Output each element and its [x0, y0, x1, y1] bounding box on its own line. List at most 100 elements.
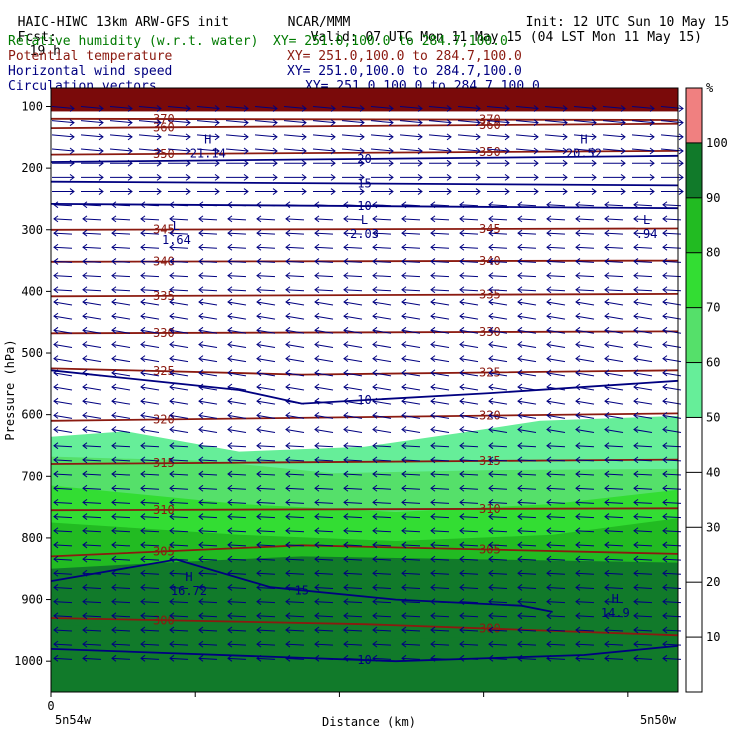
vector-shaft: [575, 544, 595, 547]
vector-shaft: [227, 275, 247, 278]
vector-head: [401, 243, 407, 251]
vector-head: [488, 640, 494, 648]
vector-shaft: [256, 657, 276, 660]
vector-shaft: [196, 120, 220, 124]
colorbar-bin: [686, 252, 702, 308]
vector-shaft: [82, 275, 102, 278]
vector-shaft: [602, 148, 626, 152]
vector-head: [459, 229, 465, 237]
vector-head: [169, 456, 175, 464]
vector-head: [256, 383, 262, 391]
vector-shaft: [430, 204, 450, 207]
vector-shaft: [227, 400, 247, 405]
vector-shaft: [633, 459, 653, 462]
vector-shaft: [53, 358, 73, 363]
vector-shaft: [314, 429, 334, 434]
vector-shaft: [430, 218, 450, 221]
vector-shaft: [285, 586, 305, 589]
vector-shaft: [401, 516, 421, 519]
vector-head: [430, 326, 436, 334]
vector-head: [256, 272, 262, 279]
vector-shaft: [517, 657, 537, 660]
vector-head: [111, 470, 117, 478]
vector-head: [662, 484, 668, 492]
vector-head: [517, 229, 523, 237]
vector-shaft: [401, 343, 421, 348]
theta-line: [50, 617, 679, 637]
vector-shaft: [459, 301, 479, 306]
vector-head: [198, 201, 204, 209]
vector-shaft: [401, 386, 421, 391]
vector-shaft: [80, 148, 104, 152]
vector-shaft: [169, 315, 189, 320]
vector-shaft: [198, 572, 218, 575]
vector-head: [111, 640, 117, 648]
vector-shaft: [372, 289, 392, 292]
vector-head: [343, 456, 349, 464]
vector-shaft: [82, 459, 102, 462]
vector-shaft: [517, 459, 537, 462]
vector-head: [256, 258, 262, 265]
vector-head: [662, 569, 668, 577]
vector-head: [169, 326, 175, 334]
vector-head: [227, 456, 233, 464]
vector-shaft: [140, 358, 160, 363]
vector-shaft: [343, 487, 363, 490]
vector-head: [533, 159, 539, 167]
vector-head: [604, 654, 610, 662]
vector-shaft: [546, 459, 566, 462]
vector-shaft: [225, 120, 249, 124]
vector-head: [98, 105, 104, 112]
vector-shaft: [517, 530, 537, 533]
vector-head: [633, 229, 639, 237]
vector-shaft: [343, 400, 363, 405]
vector-shaft: [285, 260, 305, 263]
vector-shaft: [314, 516, 334, 519]
vector-head: [111, 612, 117, 620]
vector-shaft: [517, 204, 537, 207]
vector-shaft: [140, 429, 160, 434]
vector-shaft: [53, 615, 73, 618]
vector-head: [343, 215, 349, 223]
vector-shaft: [343, 246, 363, 249]
vector-shaft: [399, 148, 423, 152]
vector-head: [430, 298, 436, 306]
vector-head: [430, 640, 436, 648]
vector-head: [272, 173, 278, 181]
vector-head: [401, 640, 407, 648]
vector-head: [546, 640, 552, 648]
vector-head: [604, 258, 610, 265]
vector-shaft: [517, 329, 537, 334]
vector-head: [314, 626, 320, 634]
vector-shaft: [372, 429, 392, 434]
theta-label: 360: [479, 118, 501, 132]
theta-label: 320: [153, 412, 175, 426]
vector-head: [140, 201, 146, 209]
vector-shaft: [53, 315, 73, 320]
vector-head: [517, 326, 523, 334]
vector-shaft: [488, 289, 508, 292]
vector-head: [604, 312, 610, 320]
vector-head: [546, 584, 552, 591]
vector-head: [546, 555, 552, 563]
vector-head: [430, 397, 436, 405]
vector-shaft: [198, 586, 218, 589]
vector-shaft: [488, 501, 508, 504]
vector-shaft: [198, 246, 218, 249]
vector-head: [285, 258, 291, 265]
vector-shaft: [314, 343, 334, 348]
vector-head: [343, 258, 349, 265]
vector-shaft: [198, 358, 218, 363]
vector-shaft: [256, 473, 276, 476]
vector-head: [285, 470, 291, 478]
vector-shaft: [283, 120, 307, 124]
vector-shaft: [227, 301, 247, 306]
vector-head: [372, 341, 378, 348]
vector-head: [169, 341, 175, 348]
vector-head: [285, 584, 291, 591]
vector-shaft: [140, 315, 160, 320]
vector-head: [227, 272, 233, 279]
vector-shaft: [372, 414, 392, 419]
vector-shaft: [82, 246, 102, 249]
vector-head: [488, 258, 494, 265]
